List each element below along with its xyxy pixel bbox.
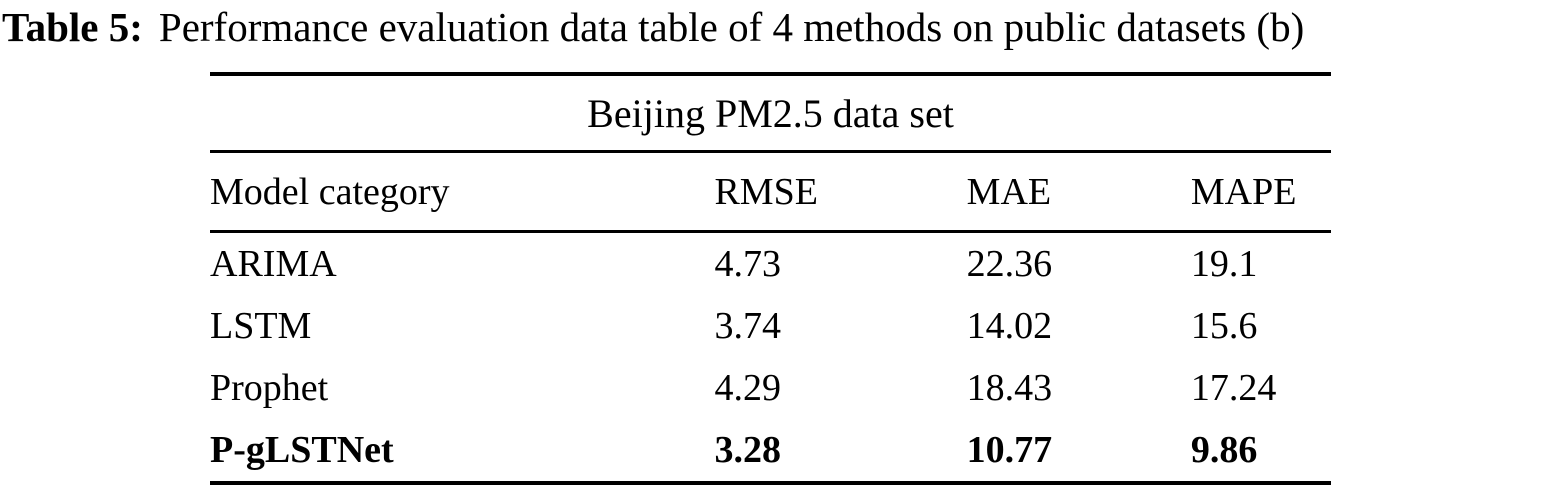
table-row-pglstnet: P-gLSTNet 3.28 10.77 9.86 [210,419,1331,485]
col-header-rmse: RMSE [714,151,967,233]
cell-model-name: LSTM [210,305,312,347]
cell-model-name: Prophet [210,367,329,409]
col-header-mape: MAPE [1190,151,1331,233]
col-header-model-category: Model category [210,151,715,233]
performance-table: Beijing PM2.5 data set Model category RM… [210,72,1331,485]
cell-mape-value: 9.86 [1190,419,1331,485]
cell-rmse-value: 4.73 [714,243,781,285]
table-caption: Table 5: Performance evaluation data tabl… [2,0,1542,55]
cell-mae-value: 14.02 [966,305,1053,347]
cell-rmse-value: 3.28 [714,419,967,485]
table-title: Beijing PM2.5 data set [210,72,1331,153]
cell-mae-value: 22.36 [966,243,1053,285]
cell-rmse-value: 4.29 [714,367,781,409]
cell-mape-value: 19.1 [1190,243,1258,285]
table-header-row: Model category RMSE MAE MAPE [210,151,1331,233]
cell-mape-value: 15.6 [1190,305,1258,347]
cell-mae-value: 10.77 [966,419,1191,485]
cell-mape-value: 17.24 [1190,367,1277,409]
cell-model-name: P-gLSTNet [210,419,715,485]
cell-model-name: ARIMA [210,243,337,285]
col-header-mae: MAE [966,151,1191,233]
table-caption-label: Table 5: [2,4,143,50]
table-row-arima: ARIMA 4.73 22.36 19.1 [210,232,1331,296]
cell-rmse-value: 3.74 [714,305,781,347]
table-row-lstm: LSTM 3.74 14.02 15.6 [210,295,1331,357]
table-caption-text: Performance evaluation data table of 4 m… [158,4,1305,50]
table-title-row: Beijing PM2.5 data set [210,72,1331,153]
cell-mae-value: 18.43 [966,367,1053,409]
table-row-prophet: Prophet 4.29 18.43 17.24 [210,357,1331,419]
